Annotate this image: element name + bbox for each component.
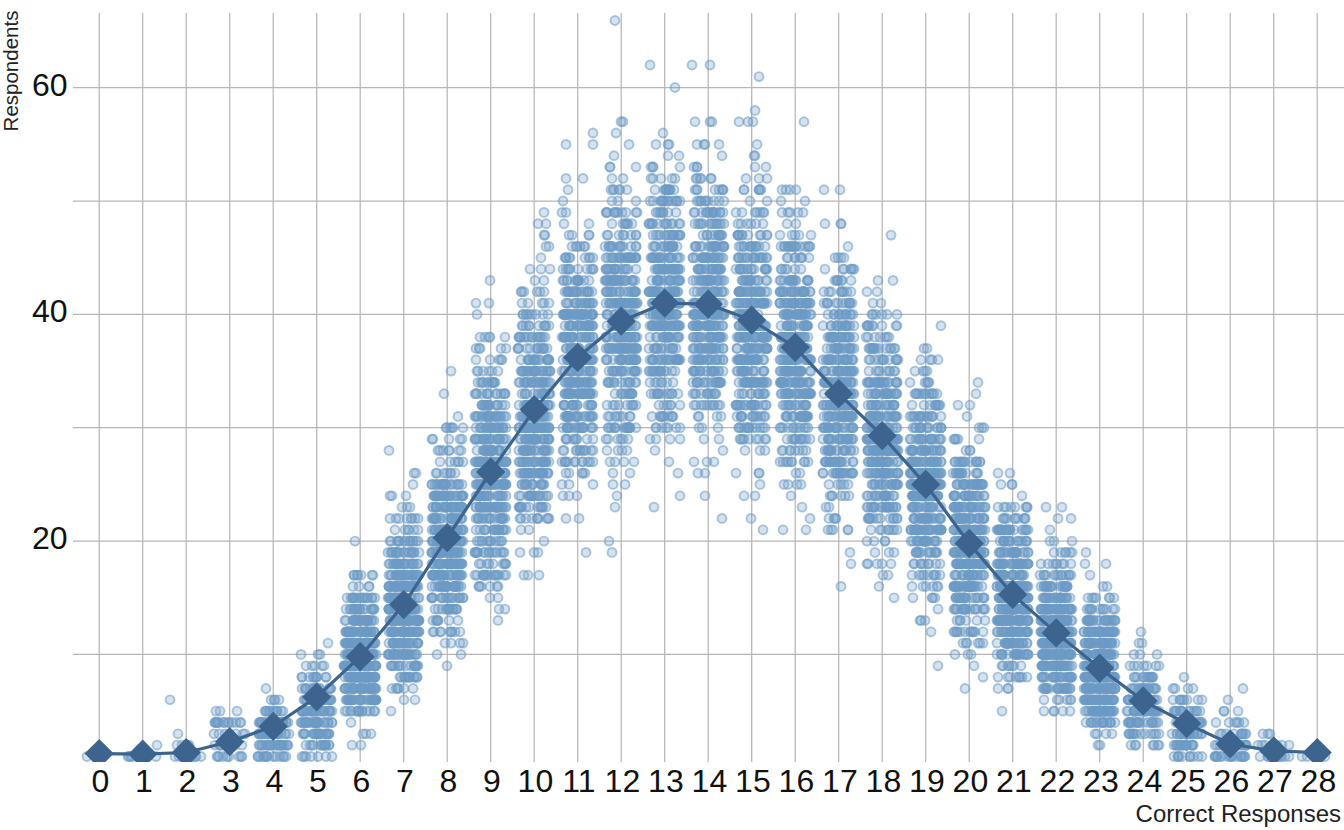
svg-text:13: 13 (648, 763, 684, 799)
svg-text:2: 2 (179, 763, 197, 799)
svg-text:3: 3 (222, 763, 240, 799)
svg-text:22: 22 (1040, 763, 1076, 799)
svg-text:5: 5 (309, 763, 327, 799)
svg-text:19: 19 (909, 763, 945, 799)
svg-text:18: 18 (866, 763, 902, 799)
svg-text:27: 27 (1257, 763, 1293, 799)
svg-text:23: 23 (1083, 763, 1119, 799)
svg-text:Respondents: Respondents (0, 11, 22, 132)
svg-text:20: 20 (953, 763, 989, 799)
svg-text:25: 25 (1170, 763, 1206, 799)
svg-text:14: 14 (692, 763, 728, 799)
svg-text:15: 15 (735, 763, 771, 799)
svg-text:6: 6 (353, 763, 371, 799)
svg-text:Correct Responses: Correct Responses (1136, 800, 1341, 827)
svg-text:40: 40 (32, 293, 68, 329)
svg-text:7: 7 (396, 763, 414, 799)
svg-text:20: 20 (32, 520, 68, 556)
svg-text:4: 4 (266, 763, 284, 799)
svg-text:60: 60 (32, 67, 68, 103)
svg-text:24: 24 (1127, 763, 1163, 799)
svg-text:10: 10 (518, 763, 554, 799)
svg-text:21: 21 (996, 763, 1032, 799)
svg-text:0: 0 (92, 763, 110, 799)
svg-text:11: 11 (562, 763, 595, 799)
svg-text:28: 28 (1301, 763, 1337, 799)
svg-text:26: 26 (1214, 763, 1250, 799)
svg-text:17: 17 (822, 763, 858, 799)
svg-text:9: 9 (483, 763, 501, 799)
svg-text:16: 16 (779, 763, 815, 799)
svg-text:8: 8 (440, 763, 458, 799)
svg-text:1: 1 (135, 763, 153, 799)
svg-text:12: 12 (605, 763, 641, 799)
